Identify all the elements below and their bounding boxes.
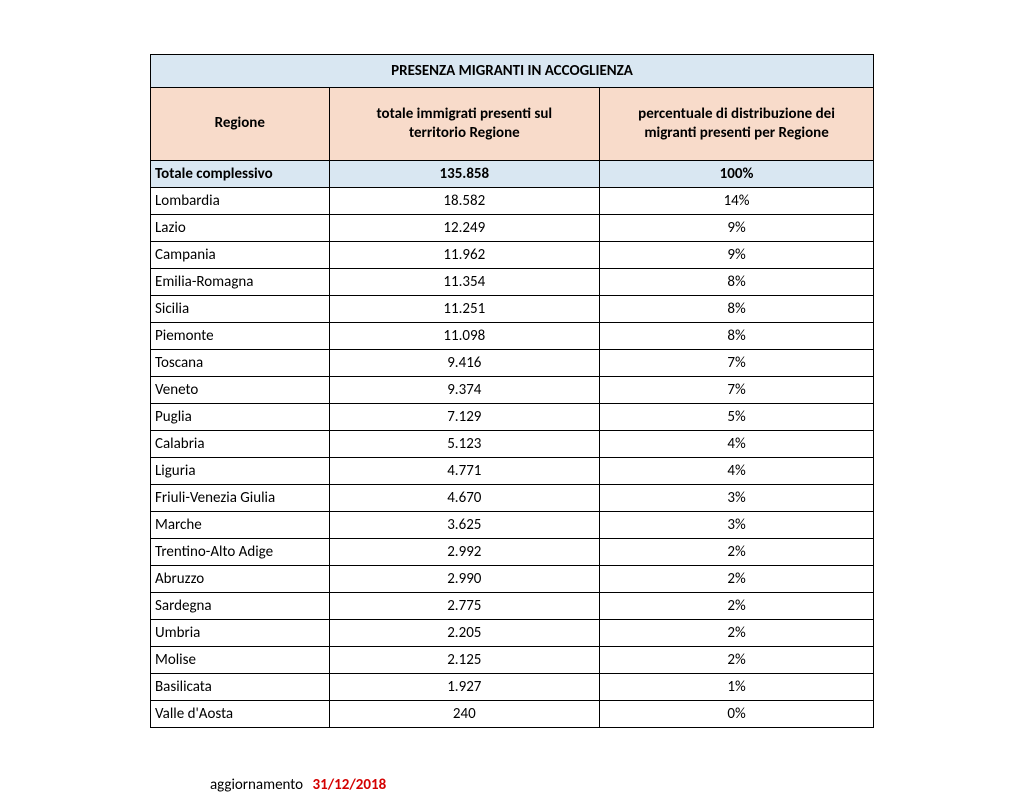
pct-cell: 4% bbox=[600, 458, 874, 485]
table-row: Piemonte11.0988% bbox=[151, 323, 874, 350]
total-pct: 100% bbox=[600, 161, 874, 188]
pct-cell: 14% bbox=[600, 188, 874, 215]
pct-cell: 2% bbox=[600, 593, 874, 620]
pct-cell: 8% bbox=[600, 296, 874, 323]
table-row: Lazio12.2499% bbox=[151, 215, 874, 242]
table-title: PRESENZA MIGRANTI IN ACCOGLIENZA bbox=[151, 55, 874, 88]
header-row: Regione totale immigrati presenti sul te… bbox=[151, 88, 874, 161]
region-cell: Puglia bbox=[151, 404, 330, 431]
total-cell: 1.927 bbox=[329, 674, 600, 701]
region-cell: Piemonte bbox=[151, 323, 330, 350]
region-cell: Toscana bbox=[151, 350, 330, 377]
region-cell: Liguria bbox=[151, 458, 330, 485]
table-row: Marche3.6253% bbox=[151, 512, 874, 539]
table-row: Liguria4.7714% bbox=[151, 458, 874, 485]
table-row: Valle d'Aosta2400% bbox=[151, 701, 874, 728]
table-row: Sardegna2.7752% bbox=[151, 593, 874, 620]
total-cell: 4.771 bbox=[329, 458, 600, 485]
region-cell: Lombardia bbox=[151, 188, 330, 215]
region-cell: Emilia-Romagna bbox=[151, 269, 330, 296]
region-cell: Veneto bbox=[151, 377, 330, 404]
total-cell: 3.625 bbox=[329, 512, 600, 539]
region-cell: Molise bbox=[151, 647, 330, 674]
region-cell: Umbria bbox=[151, 620, 330, 647]
pct-cell: 7% bbox=[600, 377, 874, 404]
migrants-table: PRESENZA MIGRANTI IN ACCOGLIENZA Regione… bbox=[150, 54, 874, 728]
table-row: Campania11.9629% bbox=[151, 242, 874, 269]
region-cell: Calabria bbox=[151, 431, 330, 458]
region-cell: Abruzzo bbox=[151, 566, 330, 593]
total-cell: 11.098 bbox=[329, 323, 600, 350]
pct-cell: 4% bbox=[600, 431, 874, 458]
total-cell: 12.249 bbox=[329, 215, 600, 242]
table-row: Emilia-Romagna11.3548% bbox=[151, 269, 874, 296]
region-cell: Lazio bbox=[151, 215, 330, 242]
table-row: Umbria2.2052% bbox=[151, 620, 874, 647]
pct-cell: 2% bbox=[600, 566, 874, 593]
col-header-percentuale: percentuale di distribuzione dei migrant… bbox=[600, 88, 874, 161]
total-cell: 2.775 bbox=[329, 593, 600, 620]
footer-label: aggiornamento bbox=[210, 776, 303, 794]
total-cell: 11.354 bbox=[329, 269, 600, 296]
region-cell: Campania bbox=[151, 242, 330, 269]
total-cell: 11.251 bbox=[329, 296, 600, 323]
page-container: PRESENZA MIGRANTI IN ACCOGLIENZA Regione… bbox=[0, 0, 1024, 794]
pct-cell: 2% bbox=[600, 647, 874, 674]
col-header-totale: totale immigrati presenti sul territorio… bbox=[329, 88, 600, 161]
col-header-regione: Regione bbox=[151, 88, 330, 161]
table-row: Trentino-Alto Adige2.9922% bbox=[151, 539, 874, 566]
pct-cell: 1% bbox=[600, 674, 874, 701]
total-cell: 2.990 bbox=[329, 566, 600, 593]
table-row: Veneto9.3747% bbox=[151, 377, 874, 404]
total-cell: 2.992 bbox=[329, 539, 600, 566]
pct-cell: 7% bbox=[600, 350, 874, 377]
table-row: Abruzzo2.9902% bbox=[151, 566, 874, 593]
total-cell: 11.962 bbox=[329, 242, 600, 269]
pct-cell: 8% bbox=[600, 323, 874, 350]
footer: aggiornamento 31/12/2018 bbox=[210, 776, 1024, 794]
total-cell: 18.582 bbox=[329, 188, 600, 215]
total-label: Totale complessivo bbox=[151, 161, 330, 188]
region-cell: Sicilia bbox=[151, 296, 330, 323]
total-value: 135.858 bbox=[329, 161, 600, 188]
table-row: Lombardia18.58214% bbox=[151, 188, 874, 215]
title-row: PRESENZA MIGRANTI IN ACCOGLIENZA bbox=[151, 55, 874, 88]
region-cell: Marche bbox=[151, 512, 330, 539]
pct-cell: 0% bbox=[600, 701, 874, 728]
pct-cell: 9% bbox=[600, 215, 874, 242]
region-cell: Valle d'Aosta bbox=[151, 701, 330, 728]
pct-cell: 3% bbox=[600, 485, 874, 512]
table-row: Molise2.1252% bbox=[151, 647, 874, 674]
total-cell: 9.374 bbox=[329, 377, 600, 404]
region-cell: Friuli-Venezia Giulia bbox=[151, 485, 330, 512]
total-cell: 240 bbox=[329, 701, 600, 728]
footer-date: 31/12/2018 bbox=[312, 776, 386, 794]
region-cell: Sardegna bbox=[151, 593, 330, 620]
total-row: Totale complessivo 135.858 100% bbox=[151, 161, 874, 188]
pct-cell: 5% bbox=[600, 404, 874, 431]
table-row: Calabria5.1234% bbox=[151, 431, 874, 458]
pct-cell: 2% bbox=[600, 620, 874, 647]
total-cell: 2.125 bbox=[329, 647, 600, 674]
table-row: Toscana9.4167% bbox=[151, 350, 874, 377]
pct-cell: 3% bbox=[600, 512, 874, 539]
region-cell: Trentino-Alto Adige bbox=[151, 539, 330, 566]
table-row: Basilicata1.9271% bbox=[151, 674, 874, 701]
total-cell: 9.416 bbox=[329, 350, 600, 377]
pct-cell: 2% bbox=[600, 539, 874, 566]
table-row: Puglia7.1295% bbox=[151, 404, 874, 431]
pct-cell: 9% bbox=[600, 242, 874, 269]
pct-cell: 8% bbox=[600, 269, 874, 296]
total-cell: 7.129 bbox=[329, 404, 600, 431]
total-cell: 5.123 bbox=[329, 431, 600, 458]
region-cell: Basilicata bbox=[151, 674, 330, 701]
total-cell: 2.205 bbox=[329, 620, 600, 647]
table-row: Friuli-Venezia Giulia4.6703% bbox=[151, 485, 874, 512]
table-row: Sicilia11.2518% bbox=[151, 296, 874, 323]
total-cell: 4.670 bbox=[329, 485, 600, 512]
